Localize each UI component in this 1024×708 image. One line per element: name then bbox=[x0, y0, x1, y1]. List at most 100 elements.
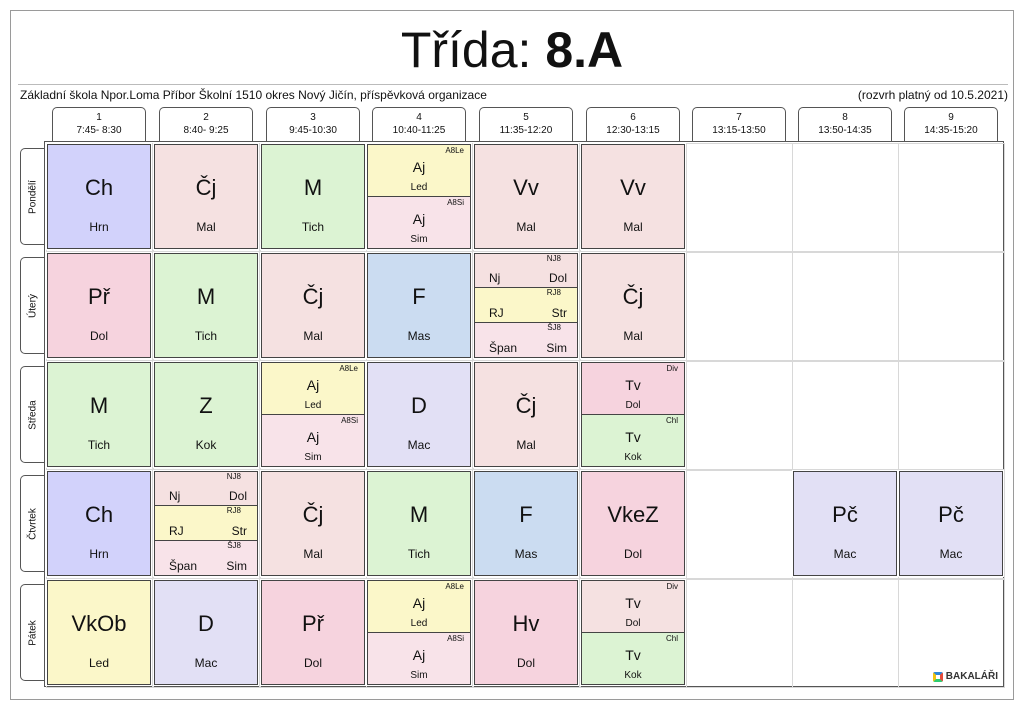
lesson-cell[interactable]: Čj Mal bbox=[153, 143, 259, 250]
lesson-cell[interactable]: Vv Mal bbox=[580, 143, 686, 250]
lesson-cell[interactable]: A8Le Aj Led A8Si Aj Sim bbox=[366, 579, 472, 686]
lesson-cell[interactable]: Z Kok bbox=[153, 361, 259, 468]
grid-cell bbox=[473, 470, 580, 579]
lesson-group-part[interactable]: Div Tv Dol bbox=[582, 363, 684, 415]
lesson-teacher: Kok bbox=[624, 452, 642, 463]
lesson-cell[interactable]: Vv Mal bbox=[473, 143, 579, 250]
lesson-teacher: Sim bbox=[546, 340, 567, 355]
lesson-group-part[interactable]: A8Le Aj Led bbox=[368, 145, 470, 197]
period-header-2: 2 8:40- 9:25 bbox=[159, 107, 253, 141]
lesson-subject: D bbox=[198, 611, 214, 636]
lesson-cell[interactable]: Ch Hrn bbox=[46, 143, 152, 250]
lesson-group-part[interactable]: RJ8 RJ Str bbox=[155, 506, 257, 541]
lesson-group-part[interactable]: A8Si Aj Sim bbox=[368, 196, 470, 248]
lesson-teacher: Mal bbox=[196, 220, 216, 234]
lesson-cell[interactable]: D Mac bbox=[153, 579, 259, 686]
lesson-teacher: Tich bbox=[407, 547, 431, 561]
group-code: A8Le bbox=[445, 582, 464, 591]
lesson-cell[interactable]: M Tich bbox=[46, 361, 152, 468]
day-label-1: Pondělí bbox=[20, 148, 44, 245]
lesson-group-part[interactable]: A8Le Aj Led bbox=[262, 363, 364, 415]
period-number: 2 bbox=[203, 112, 209, 123]
lesson-cell[interactable]: VkeZ Dol bbox=[580, 470, 686, 577]
period-header-7: 7 13:15-13:50 bbox=[692, 107, 786, 141]
day-label-4: Čtvrtek bbox=[20, 475, 44, 572]
lesson-subject: D bbox=[411, 393, 427, 418]
lesson-cell[interactable]: F Mas bbox=[366, 252, 472, 359]
lesson-group-part[interactable]: Chl Tv Kok bbox=[582, 414, 684, 466]
period-header-8: 8 13:50-14:35 bbox=[798, 107, 892, 141]
period-number: 7 bbox=[736, 112, 742, 123]
group-code: A8Si bbox=[447, 197, 464, 207]
lesson-subject: Z bbox=[199, 393, 213, 418]
lesson-group-part[interactable]: ŠJ8 Špan Sim bbox=[475, 322, 577, 357]
lesson-subject: Aj bbox=[306, 428, 320, 445]
group-code: A8Le bbox=[445, 146, 464, 155]
lesson-cell[interactable]: A8Le Aj Led A8Si Aj Sim bbox=[260, 361, 366, 468]
lesson-subject: Př bbox=[302, 611, 324, 636]
lesson-group-part[interactable]: Chl Tv Kok bbox=[582, 632, 684, 684]
lesson-group-part[interactable]: ŠJ8 Špan Sim bbox=[155, 540, 257, 575]
lesson-cell[interactable]: Div Tv Dol Chl Tv Kok bbox=[580, 579, 686, 686]
lesson-teacher: Tich bbox=[87, 438, 111, 452]
lesson-teacher: Kok bbox=[195, 438, 217, 452]
lesson-cell[interactable]: Čj Mal bbox=[580, 252, 686, 359]
lesson-subject: Pč bbox=[938, 502, 964, 527]
lesson-cell[interactable]: Čj Mal bbox=[473, 361, 579, 468]
lesson-subject: Ch bbox=[84, 175, 114, 200]
lesson-group-part[interactable]: Div Tv Dol bbox=[582, 581, 684, 633]
lesson-teacher: Mal bbox=[303, 329, 323, 343]
lesson-subject: Tv bbox=[625, 428, 641, 445]
lesson-teacher: Led bbox=[304, 399, 322, 411]
lesson-subject: RJ bbox=[489, 305, 504, 320]
lesson-cell[interactable]: NJ8 Nj Dol RJ8 RJ Str ŠJ8 Špan Sim bbox=[153, 470, 259, 577]
lesson-cell[interactable]: Pč Mac bbox=[898, 470, 1004, 577]
lesson-cell[interactable]: NJ8 Nj Dol RJ8 RJ Str ŠJ8 Špan Sim bbox=[473, 252, 579, 359]
lesson-cell[interactable]: M Tich bbox=[153, 252, 259, 359]
brand-logo: BAKALÁŘI bbox=[932, 671, 998, 682]
period-time: 14:35-15:20 bbox=[924, 125, 978, 136]
lesson-group-part[interactable]: A8Si Aj Sim bbox=[262, 414, 364, 466]
lesson-cell[interactable]: D Mac bbox=[366, 361, 472, 468]
lesson-subject: Aj bbox=[412, 595, 426, 611]
class-name: 8.A bbox=[545, 22, 624, 78]
lesson-group-part[interactable]: A8Si Aj Sim bbox=[368, 632, 470, 684]
lesson-cell[interactable]: Pč Mac bbox=[792, 470, 898, 577]
page-title: Třída: 8.A bbox=[0, 22, 1024, 78]
lesson-teacher: Mac bbox=[939, 547, 963, 561]
lesson-cell[interactable]: Hv Dol bbox=[473, 579, 579, 686]
grid-cell bbox=[898, 470, 1005, 579]
lesson-teacher: Mal bbox=[623, 329, 643, 343]
lesson-cell[interactable]: VkOb Led bbox=[46, 579, 152, 686]
lesson-cell[interactable]: Čj Mal bbox=[260, 470, 366, 577]
lesson-group-part[interactable]: NJ8 Nj Dol bbox=[475, 254, 577, 289]
period-number: 1 bbox=[96, 112, 102, 123]
grid-cell bbox=[366, 361, 473, 470]
lesson-cell[interactable]: F Mas bbox=[473, 470, 579, 577]
lesson-cell[interactable]: Ch Hrn bbox=[46, 470, 152, 577]
grid-cell bbox=[473, 143, 580, 252]
group-code: Chl bbox=[665, 633, 678, 643]
lesson-teacher: Led bbox=[410, 617, 428, 629]
lesson-group-part[interactable]: RJ8 RJ Str bbox=[475, 288, 577, 323]
lesson-group-part[interactable]: NJ8 Nj Dol bbox=[155, 472, 257, 507]
group-code: NJ8 bbox=[226, 472, 241, 481]
period-header-1: 1 7:45- 8:30 bbox=[52, 107, 146, 141]
lesson-subject: M bbox=[196, 284, 216, 309]
lesson-cell[interactable]: Př Dol bbox=[46, 252, 152, 359]
lesson-cell[interactable]: Div Tv Dol Chl Tv Kok bbox=[580, 361, 686, 468]
period-header-4: 4 10:40-11:25 bbox=[372, 107, 466, 141]
group-code: Chl bbox=[665, 415, 678, 425]
lesson-teacher: Led bbox=[88, 656, 110, 670]
lesson-cell[interactable]: Př Dol bbox=[260, 579, 366, 686]
lesson-cell[interactable]: A8Le Aj Led A8Si Aj Sim bbox=[366, 143, 472, 250]
brand-name: BAKALÁŘI bbox=[945, 671, 998, 682]
group-code: Div bbox=[666, 582, 678, 591]
lesson-teacher: Mac bbox=[833, 547, 857, 561]
lesson-group-part[interactable]: A8Le Aj Led bbox=[368, 581, 470, 633]
lesson-cell[interactable]: M Tich bbox=[366, 470, 472, 577]
grid-cell bbox=[473, 579, 580, 688]
lesson-cell[interactable]: M Tich bbox=[260, 143, 366, 250]
lesson-subject: Tv bbox=[625, 595, 641, 611]
lesson-cell[interactable]: Čj Mal bbox=[260, 252, 366, 359]
